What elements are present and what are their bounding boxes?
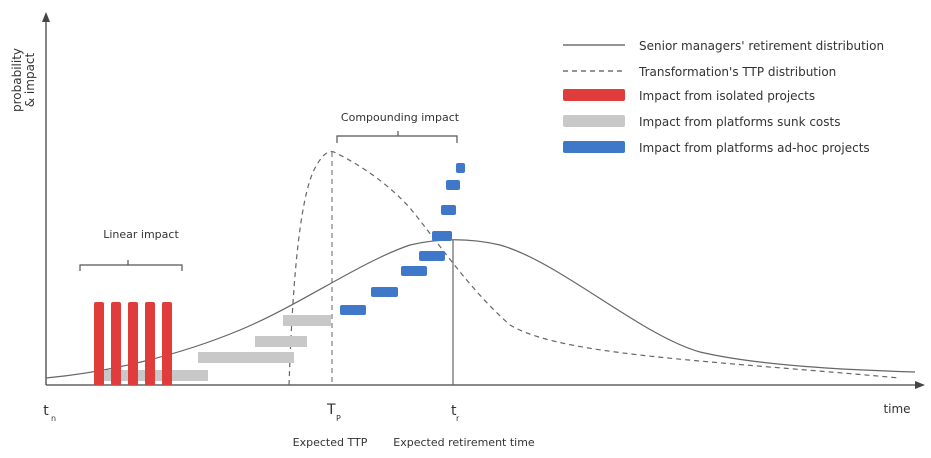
legend-label-ttp: Transformation's TTP distribution: [638, 65, 836, 79]
isolated-project-bar: [162, 302, 172, 385]
tr-subscript: r: [456, 414, 460, 423]
legend-label-isolated: Impact from isolated projects: [639, 89, 815, 103]
legend-red-swatch: [563, 89, 625, 101]
compounding-impact-brace: [336, 131, 458, 143]
retirement-distribution-curve: [45, 239, 916, 379]
tn-label: t: [43, 403, 49, 419]
y-axis-label-line1: probability: [10, 48, 24, 112]
isolated-project-bar: [128, 302, 138, 385]
sunk-cost-bar: [283, 315, 331, 326]
adhoc-project-bar: [401, 266, 427, 276]
tp-label: T: [326, 402, 336, 418]
ttp-distribution-curve: [288, 150, 901, 386]
compounding-impact-label: Compounding impact: [341, 111, 460, 124]
isolated-project-bar: [145, 302, 155, 385]
x-axis-arrow-icon: [915, 381, 925, 389]
adhoc-project-bar: [340, 305, 366, 315]
legend: Senior managers' retirement distribution…: [563, 39, 884, 155]
expected-retirement-label: Expected retirement time: [393, 436, 535, 449]
tn-subscript: n: [51, 414, 56, 423]
adhoc-project-bar: [441, 205, 456, 215]
legend-label-retirement: Senior managers' retirement distribution: [639, 39, 884, 53]
adhoc-project-bar: [446, 180, 460, 190]
tr-label: t: [451, 403, 457, 419]
expected-ttp-label: Expected TTP: [293, 436, 368, 449]
y-axis-arrow-icon: [42, 12, 50, 22]
sunk-cost-bar: [198, 352, 294, 363]
tp-subscript: P: [336, 414, 341, 423]
linear-impact-brace: [79, 260, 183, 271]
sunk-cost-bar: [255, 336, 307, 347]
adhoc-project-bar: [419, 251, 445, 261]
isolated-project-bar: [111, 302, 121, 385]
y-axis-label-line2: & impact: [23, 52, 37, 107]
legend-label-sunk: Impact from platforms sunk costs: [639, 115, 841, 129]
adhoc-project-bar: [432, 231, 452, 241]
linear-impact-label: Linear impact: [103, 228, 179, 241]
legend-blue-swatch: [563, 141, 625, 153]
legend-label-adhoc: Impact from platforms ad-hoc projects: [639, 141, 870, 155]
adhoc-project-bar: [371, 287, 398, 297]
legend-gray-swatch: [563, 115, 625, 127]
isolated-project-bar: [94, 302, 104, 385]
adhoc-project-bar: [456, 163, 465, 173]
time-label: time: [883, 402, 910, 416]
